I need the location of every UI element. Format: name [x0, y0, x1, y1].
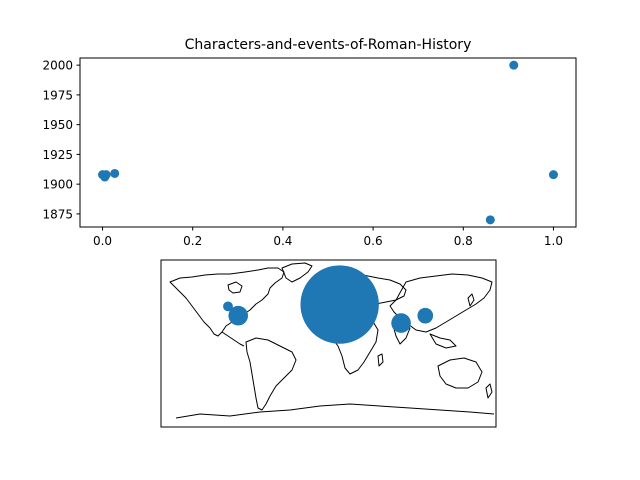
coastline-madagascar	[377, 353, 384, 367]
coastline-north-america	[169, 267, 285, 337]
x-axis: 0.0 0.2 0.4 0.6 0.8 1.0	[93, 227, 563, 248]
coastline-australia	[437, 357, 483, 389]
map-bubble	[391, 313, 411, 333]
coastline-hudson	[227, 281, 243, 294]
scatter-point	[548, 170, 558, 180]
y-tick-label: 1875	[42, 207, 73, 221]
coastline-central-america	[221, 331, 245, 347]
map-bubble	[228, 305, 249, 326]
coastline-south-america	[245, 337, 297, 411]
x-tick-label: 1.0	[544, 234, 563, 248]
coastline-new-zealand	[485, 383, 493, 399]
y-tick-label: 1950	[42, 118, 73, 132]
coastline-japan	[467, 293, 475, 307]
map-bubble	[300, 265, 379, 344]
coastline-antarctica	[175, 403, 495, 419]
map-bubbles	[223, 265, 434, 344]
coastline-greenland	[281, 262, 313, 283]
scatter-points	[98, 60, 558, 225]
scatter-point	[110, 168, 120, 178]
y-tick-label: 2000	[42, 59, 73, 73]
scatter-point	[485, 215, 495, 225]
y-axis: 1875 1900 1925 1950 1975 2000	[42, 59, 80, 221]
x-tick-label: 0.6	[364, 234, 383, 248]
scatter-point	[509, 60, 519, 70]
scatter-chart: Characters-and-events-of-Roman-History 0…	[42, 37, 577, 248]
x-tick-label: 0.4	[273, 234, 292, 248]
scatter-point	[101, 170, 111, 180]
y-tick-label: 1925	[42, 148, 73, 162]
map-frame	[160, 259, 497, 428]
coastline-southeast-asia	[429, 333, 457, 349]
plot-area	[79, 57, 577, 228]
x-tick-label: 0.8	[454, 234, 473, 248]
world-map-chart	[160, 259, 497, 428]
map-bubble	[417, 307, 434, 324]
x-tick-label: 0.0	[93, 234, 112, 248]
chart-title: Characters-and-events-of-Roman-History	[185, 37, 472, 53]
y-tick-label: 1975	[42, 88, 73, 102]
x-tick-label: 0.2	[183, 234, 202, 248]
y-tick-label: 1900	[42, 178, 73, 192]
map-bubble	[223, 301, 233, 312]
